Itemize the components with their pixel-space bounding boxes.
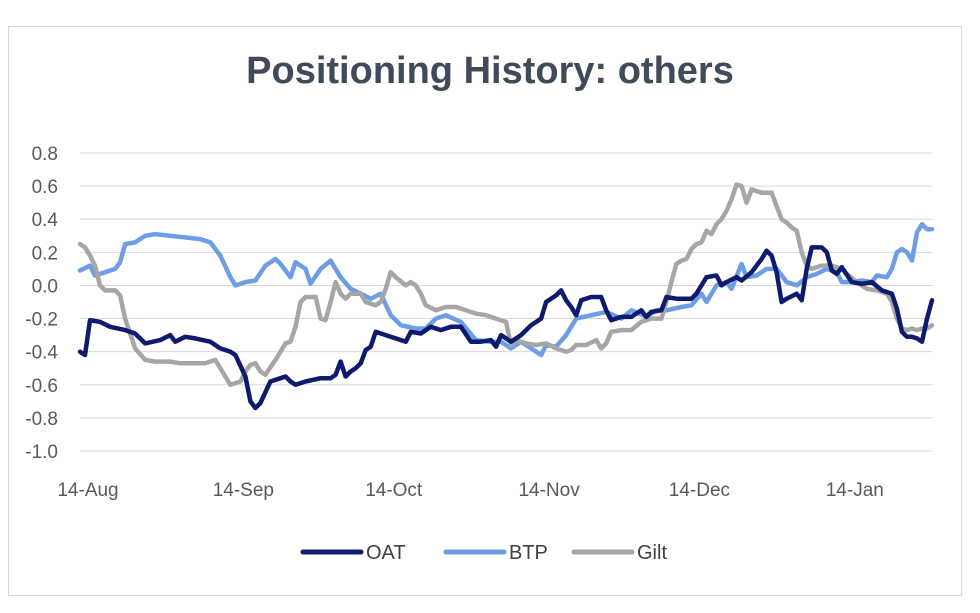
legend-item-gilt: Gilt [571, 542, 667, 564]
legend-label: OAT [366, 542, 406, 564]
legend-label: Gilt [637, 542, 667, 564]
y-tick-label: -0.2 [25, 310, 58, 331]
series-line-oat [77, 245, 935, 411]
y-tick-label: 0.2 [32, 243, 58, 264]
gridlines [80, 152, 932, 452]
x-tick-label: 14-Sep [213, 480, 274, 501]
chart-frame [8, 26, 962, 596]
legend-item-btp: BTP [443, 542, 548, 564]
x-tick-label: 14-Oct [365, 480, 423, 501]
y-tick-label: -1.0 [25, 442, 58, 463]
y-tick-label: -0.6 [25, 376, 58, 397]
legend: OAT BTP Gilt [300, 542, 667, 564]
x-tick-label: 14-Aug [57, 480, 118, 501]
x-tick-label: 14-Nov [518, 480, 580, 501]
y-tick-label: -0.8 [25, 409, 58, 430]
legend-item-oat: OAT [300, 542, 406, 564]
chart-title: Positioning History: others [246, 50, 734, 92]
x-axis-ticks: 14-Aug 14-Sep 14-Oct 14-Nov 14-Dec 14-Jan [57, 480, 883, 501]
series-lines [77, 182, 935, 411]
y-tick-label: 0.0 [32, 276, 58, 297]
x-tick-label: 14-Jan [826, 480, 884, 501]
legend-label: BTP [509, 542, 548, 564]
y-tick-label: 0.8 [32, 144, 58, 165]
y-tick-label: 0.4 [32, 210, 59, 231]
y-tick-label: -0.4 [25, 343, 58, 364]
y-tick-label: 0.6 [32, 177, 58, 198]
series-line-gilt [77, 182, 935, 388]
x-tick-label: 14-Dec [669, 480, 730, 501]
y-axis-ticks: 0.8 0.6 0.4 0.2 0.0 -0.2 -0.4 -0.6 -0.8 -1.0 [25, 144, 58, 463]
